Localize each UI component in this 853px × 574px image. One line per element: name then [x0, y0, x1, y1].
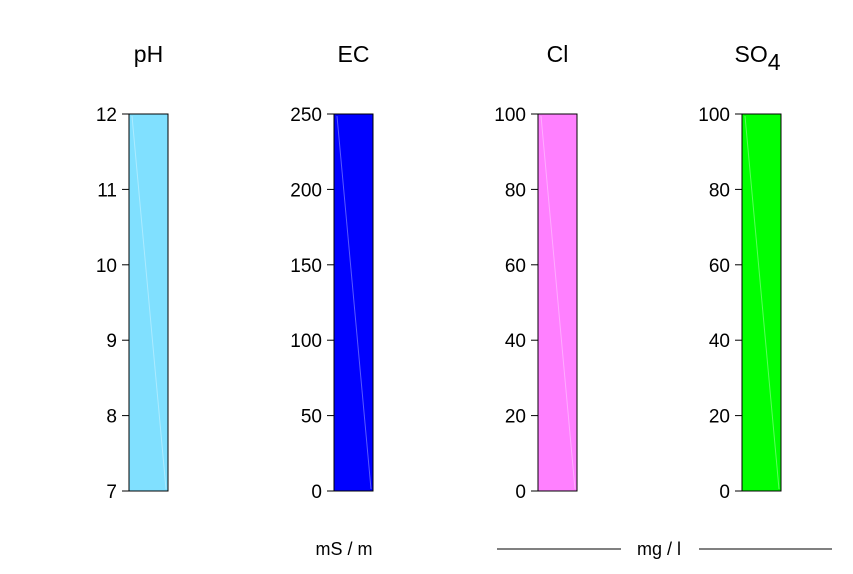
tick-label: 20: [505, 407, 526, 428]
tick-label: 40: [505, 331, 526, 352]
tick-label: 9: [106, 331, 117, 352]
tick-label: 200: [290, 180, 322, 201]
tick-label: 100: [698, 105, 730, 126]
panel-title-2: EC: [338, 41, 370, 67]
tick-label: 60: [505, 256, 526, 277]
tick-label: 11: [97, 180, 117, 201]
tick-label: 0: [311, 482, 322, 503]
range-bar-3: [537, 113, 578, 492]
tick-label: 150: [290, 256, 322, 277]
bar-highlight-4: [744, 115, 780, 490]
tick-label: 250: [290, 105, 322, 126]
tick-label: 100: [290, 331, 322, 352]
range-bar-4: [741, 113, 782, 492]
range-bar-2: [333, 113, 374, 492]
range-bar-1: [128, 113, 169, 492]
panel-title-4: SO4: [734, 41, 780, 75]
tick-label: 0: [515, 482, 526, 503]
panel-title-subscript: 4: [768, 49, 781, 75]
tick-label: 50: [301, 407, 322, 428]
tick-label: 80: [709, 180, 730, 201]
panel-title-1: pH: [134, 41, 163, 67]
tick-label: 7: [106, 482, 117, 503]
tick-label: 0: [719, 482, 730, 503]
tick-label: 20: [709, 407, 730, 428]
tick-label: 40: [709, 331, 730, 352]
tick-label: 60: [709, 256, 730, 277]
panel-2: 0 50 100 150 200 250 EC: [290, 41, 374, 503]
panel-title-3: Cl: [547, 41, 569, 67]
tick-label: 8: [106, 407, 117, 428]
panel-1: 7 8 9 10 11 12 pH: [96, 41, 169, 503]
tick-label: 80: [505, 180, 526, 201]
tick-label: 100: [494, 105, 526, 126]
panel-3: 0 20 40 60 80 100 Cl: [494, 41, 578, 503]
unit-label-concentration: mg / l: [637, 539, 681, 559]
panels-layer: 789101112pH050100150200250EC020406080100…: [96, 41, 782, 503]
unit-label-ec: mS / m: [316, 539, 373, 559]
tick-label: 12: [96, 105, 117, 126]
bar-highlight-3: [540, 115, 576, 490]
bar-highlight-2: [336, 115, 372, 490]
panel-4: 0 20 40 60 80 100 SO4: [698, 41, 782, 503]
tick-label: 10: [96, 256, 117, 277]
bar-highlight-1: [131, 115, 167, 490]
